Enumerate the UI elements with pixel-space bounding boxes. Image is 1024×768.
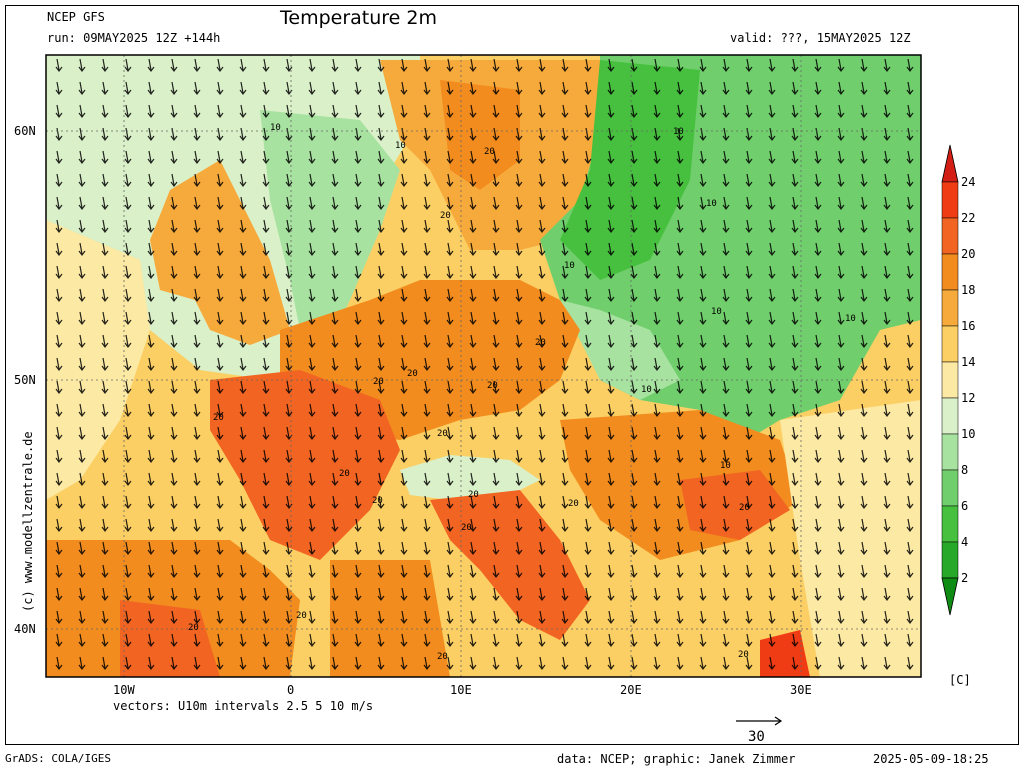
colorbar-tick: 8 [961, 463, 968, 477]
temperature-field: 10 10 20 20 10 10 20 20 20 20 20 20 20 2… [46, 55, 921, 677]
reference-arrow-icon [736, 716, 783, 726]
lat-label: 50N [14, 373, 36, 387]
contour-label: 10 [673, 127, 684, 137]
contour-label: 20 [568, 499, 579, 509]
contour-label: 10 [845, 314, 856, 324]
data-credit: data: NCEP; graphic: Janek Zimmer [557, 752, 796, 766]
contour-label: 20 [373, 377, 384, 387]
axis-labels: 60N 50N 40N 10W 0 10E 20E 30E [14, 124, 812, 697]
colorbar-tick: 16 [961, 319, 975, 333]
grads-credit: GrADS: COLA/IGES [5, 752, 111, 765]
valid-time: valid: ???, 15MAY2025 12Z [730, 31, 911, 45]
vectors-caption: vectors: U10m intervals 2.5 5 10 m/s [113, 699, 374, 713]
lat-label: 40N [14, 622, 36, 636]
contour-labels: 10 10 20 20 10 10 20 20 20 20 20 20 20 2… [188, 123, 856, 662]
lon-label: 10W [113, 683, 135, 697]
contour-label: 10 [270, 123, 281, 133]
colorbar-tick: 20 [961, 247, 975, 261]
colorbar: 24 22 20 18 16 14 12 10 8 6 4 2 [C] [941, 144, 975, 687]
contour-label: 10 [720, 461, 731, 471]
contour-label: 10 [706, 199, 717, 209]
colorbar-tick: 12 [961, 391, 975, 405]
contour-label: 20 [437, 429, 448, 439]
colorbar-unit: [C] [949, 673, 971, 687]
contour-label: 10 [564, 261, 575, 271]
contour-label: 20 [739, 503, 750, 513]
contour-label: 20 [437, 652, 448, 662]
lon-label: 30E [790, 683, 812, 697]
colorbar-tick: 18 [961, 283, 975, 297]
lon-label: 10E [450, 683, 472, 697]
contour-label: 20 [213, 413, 224, 423]
graticule [46, 55, 921, 677]
contour-label: 20 [535, 338, 546, 348]
contour-label: 20 [468, 490, 479, 500]
timestamp: 2025-05-09-18:25 [873, 752, 989, 766]
colorbar-top-arrow [941, 144, 959, 183]
colorbar-tick: 6 [961, 499, 968, 513]
contour-label: 20 [296, 611, 307, 621]
colorbar-tick: 2 [961, 571, 968, 585]
reference-vector: 30 [736, 716, 783, 745]
contour-label: 20 [487, 381, 498, 391]
contour-label: 20 [372, 496, 383, 506]
reference-vector-value: 30 [748, 729, 765, 745]
run-info: run: 09MAY2025 12Z +144h [47, 31, 221, 45]
model-name: NCEP GFS [47, 10, 105, 24]
page-title: Temperature 2m [280, 7, 437, 29]
colorbar-tick: 14 [961, 355, 975, 369]
plot-border [45, 54, 922, 678]
colorbar-tick: 24 [961, 175, 975, 189]
contour-label: 20 [339, 469, 350, 479]
wind-vectors [46, 55, 921, 677]
contour-label: 20 [484, 147, 495, 157]
colorbar-bottom-arrow [941, 577, 959, 616]
contour-label: 20 [738, 650, 749, 660]
map-frame [5, 5, 1019, 745]
contour-label: 20 [188, 623, 199, 633]
contour-label: 10 [395, 141, 406, 151]
side-credit: (c) www.modellzentrale.de [21, 431, 35, 612]
colorbar-tick: 4 [961, 535, 968, 549]
lat-label: 60N [14, 124, 36, 138]
colorbar-tick: 10 [961, 427, 975, 441]
colorbar-tick: 22 [961, 211, 975, 225]
lon-label: 0 [287, 683, 294, 697]
contour-label: 10 [711, 307, 722, 317]
lon-label: 20E [620, 683, 642, 697]
contour-label: 20 [407, 369, 418, 379]
contour-label: 20 [440, 211, 451, 221]
contour-label: 10 [641, 385, 652, 395]
contour-label: 20 [461, 523, 472, 533]
